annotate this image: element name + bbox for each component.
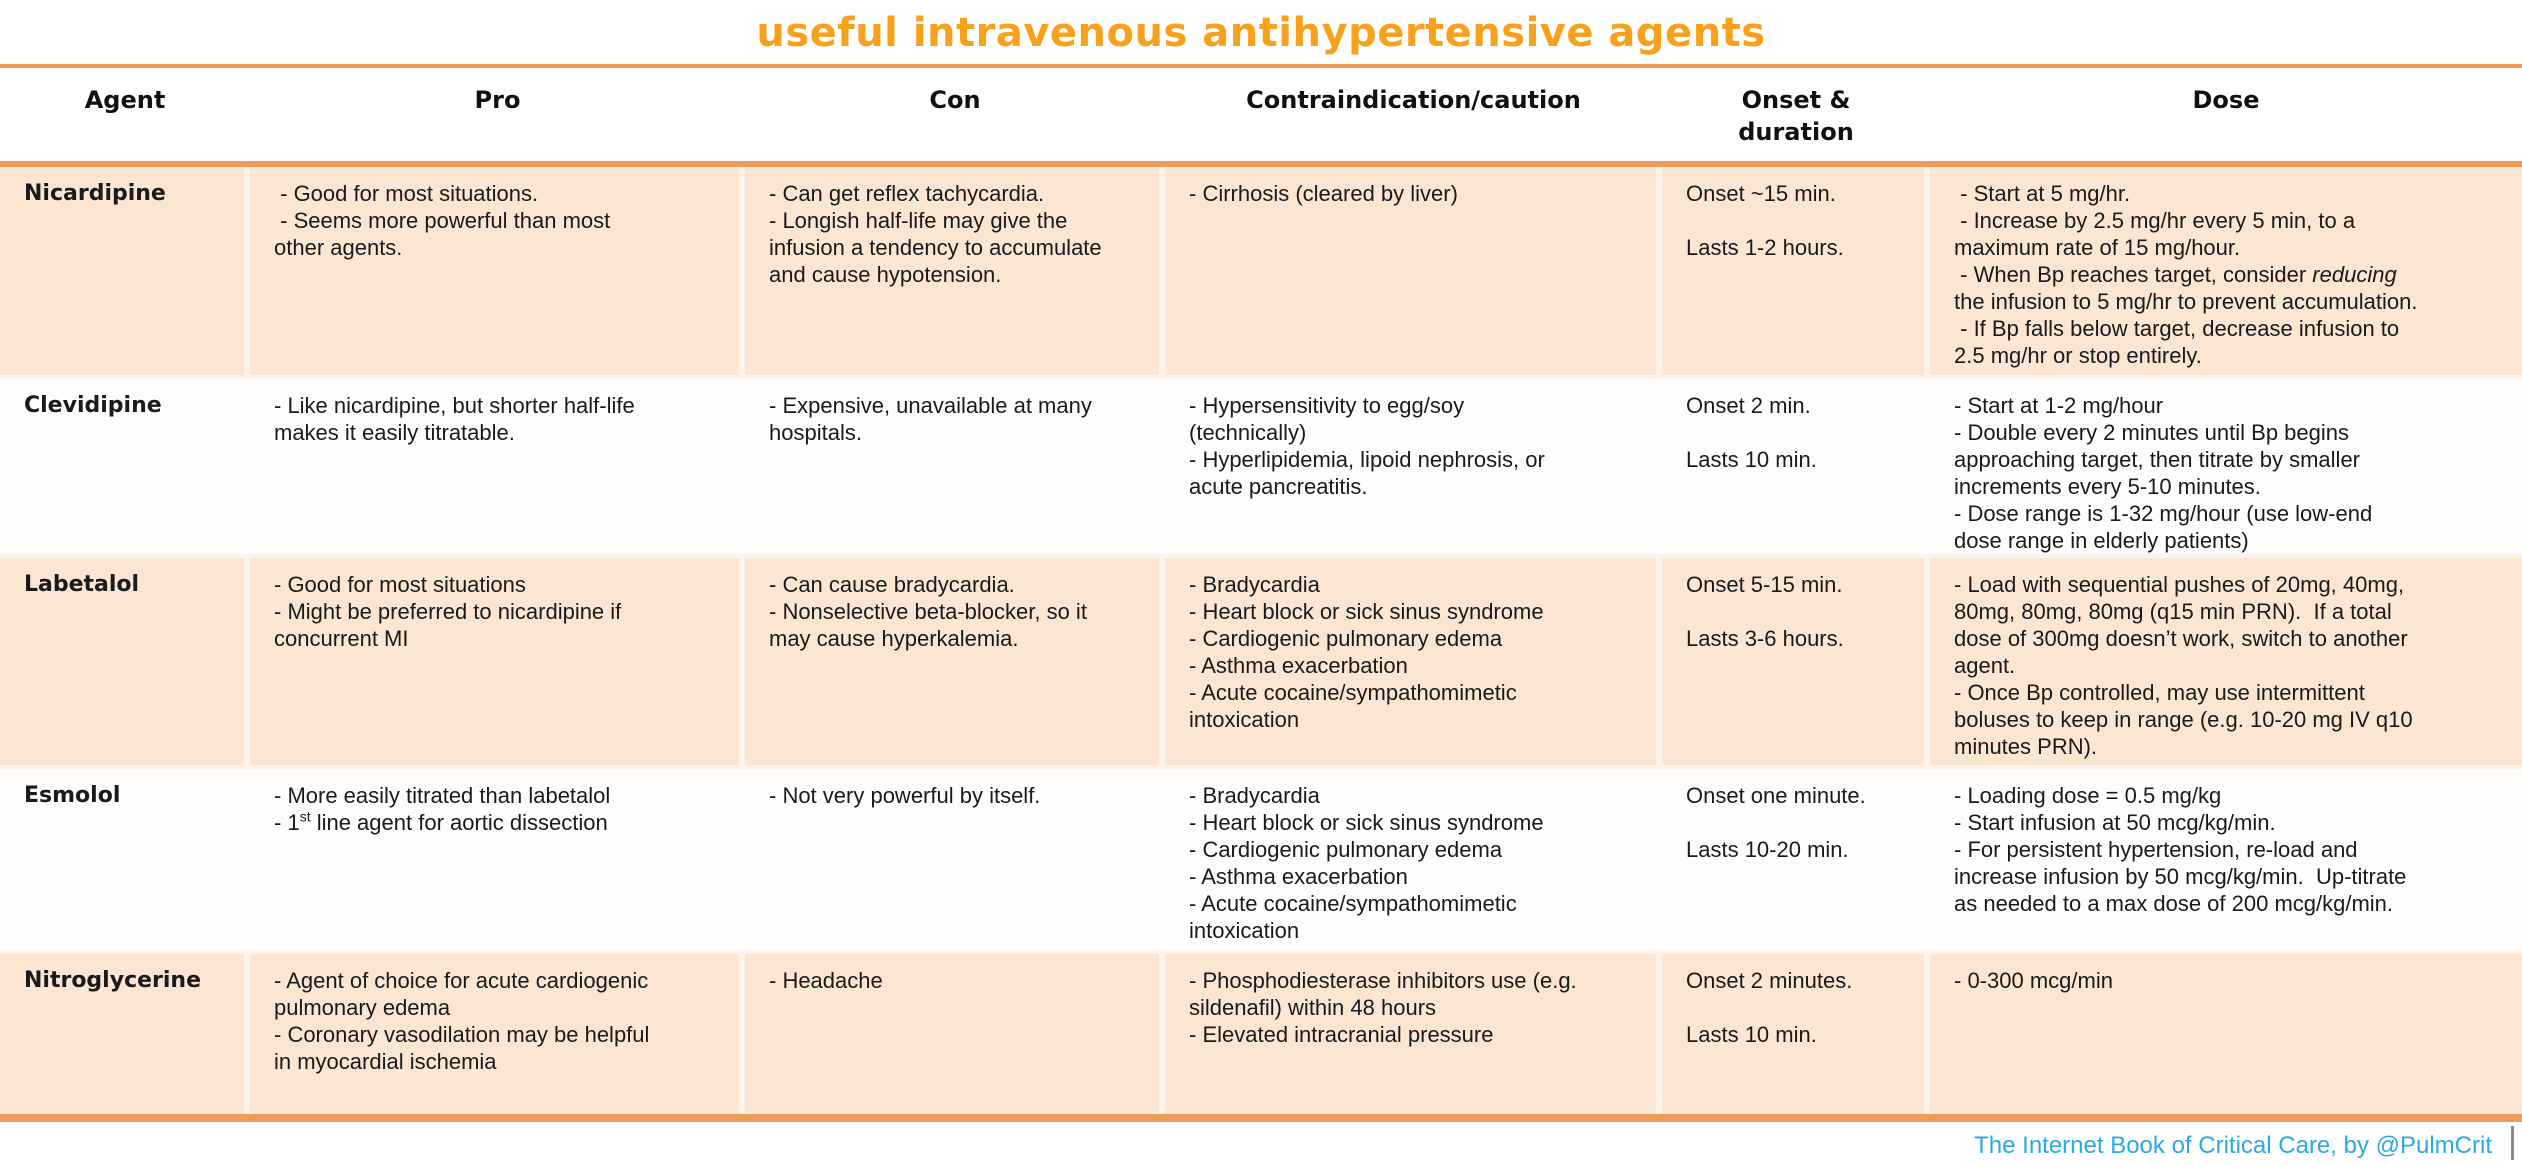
pro-cell: - Like nicardipine, but shorter half-lif…: [250, 379, 745, 554]
table-header-row: Agent Pro Con Contraindication/caution O…: [0, 68, 2522, 161]
footer-credit[interactable]: The Internet Book of Critical Care, by @…: [1974, 1132, 2492, 1159]
column-header-dose: Dose: [2192, 86, 2260, 114]
con-cell: - Can cause bradycardia. - Nonselective …: [745, 558, 1165, 765]
pro-cell: - Agent of choice for acute cardiogenic …: [250, 954, 745, 1114]
table-row-nicardipine: Nicardipine - Good for most situations. …: [0, 167, 2522, 375]
pro-cell: - Good for most situations. - Seems more…: [250, 167, 745, 375]
onset-cell: Onset 5-15 min. Lasts 3-6 hours.: [1662, 558, 1930, 765]
title-divider-line: [0, 64, 2522, 68]
onset-cell: Onset one minute. Lasts 10-20 min.: [1662, 769, 1930, 950]
column-header-agent: Agent: [84, 86, 166, 114]
column-header-pro: Pro: [474, 86, 521, 114]
onset-cell: Onset 2 min. Lasts 10 min.: [1662, 379, 1930, 554]
contraindication-cell: - Cirrhosis (cleared by liver): [1165, 167, 1662, 375]
contraindication-cell: - Phosphodiesterase inhibitors use (e.g.…: [1165, 954, 1662, 1114]
onset-cell: Onset ~15 min. Lasts 1-2 hours.: [1662, 167, 1930, 375]
con-cell: - Can get reflex tachycardia. - Longish …: [745, 167, 1165, 375]
contraindication-cell: - Bradycardia - Heart block or sick sinu…: [1165, 769, 1662, 950]
dose-cell: - Start at 5 mg/hr. - Increase by 2.5 mg…: [1954, 181, 2418, 368]
text-cursor-mark: [2511, 1126, 2514, 1160]
con-cell: - Headache: [745, 954, 1165, 1114]
dose-cell: - Loading dose = 0.5 mg/kg - Start infus…: [1954, 783, 2407, 916]
contraindication-cell: - Hypersensitivity to egg/soy (technical…: [1165, 379, 1662, 554]
con-cell: - Expensive, unavailable at many hospita…: [745, 379, 1165, 554]
agent-name: Nitroglycerine: [0, 954, 250, 1114]
agent-name: Esmolol: [0, 769, 250, 950]
con-cell: - Not very powerful by itself.: [745, 769, 1165, 950]
table-bottom-line: [0, 1114, 2522, 1122]
agent-name: Labetalol: [0, 558, 250, 765]
column-header-contraindication: Contraindication/caution: [1246, 86, 1581, 114]
dose-cell: - Load with sequential pushes of 20mg, 4…: [1954, 572, 2413, 759]
table-row-clevidipine: Clevidipine - Like nicardipine, but shor…: [0, 375, 2522, 554]
column-header-onset-duration: Onset & duration: [1738, 86, 1854, 147]
table-row-nitroglycerine: Nitroglycerine - Agent of choice for acu…: [0, 950, 2522, 1114]
dose-cell: - Start at 1-2 mg/hour - Double every 2 …: [1954, 393, 2373, 553]
table-row-esmolol: Esmolol - More easily titrated than labe…: [0, 765, 2522, 950]
column-header-con: Con: [929, 86, 981, 114]
agent-name: Clevidipine: [0, 379, 250, 554]
table-row-labetalol: Labetalol - Good for most situations - M…: [0, 554, 2522, 765]
pro-cell: - More easily titrated than labetalol - …: [250, 769, 745, 950]
page-title: useful intravenous antihypertensive agen…: [756, 10, 1766, 56]
dose-cell: - 0-300 mcg/min: [1954, 968, 2113, 993]
header-divider-line: [0, 161, 2522, 167]
contraindication-cell: - Bradycardia - Heart block or sick sinu…: [1165, 558, 1662, 765]
pro-cell: - Good for most situations - Might be pr…: [250, 558, 745, 765]
agent-name: Nicardipine: [0, 167, 250, 375]
onset-cell: Onset 2 minutes. Lasts 10 min.: [1662, 954, 1930, 1114]
